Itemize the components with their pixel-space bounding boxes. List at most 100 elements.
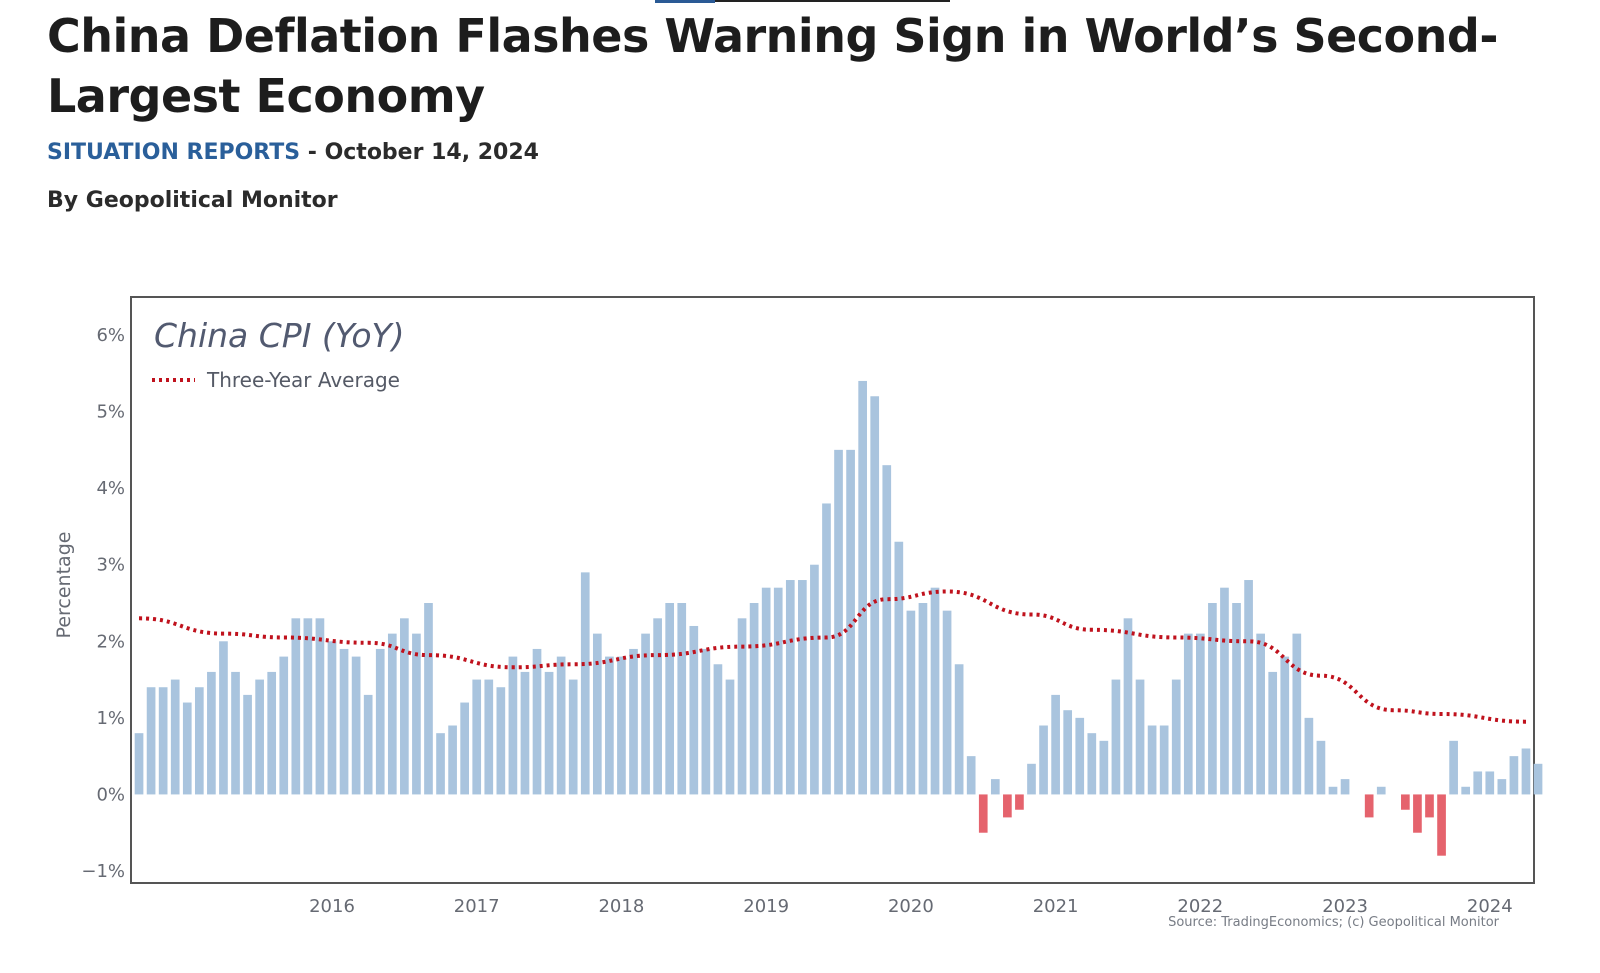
cpi-bar <box>677 603 687 795</box>
cpi-bar <box>1280 656 1290 795</box>
cpi-bar <box>327 641 337 795</box>
cpi-bar <box>496 687 506 795</box>
cpi-bar <box>1183 633 1193 795</box>
cpi-bar <box>424 603 433 795</box>
article-byline: By Geopolitical Monitor <box>47 188 338 213</box>
cpi-bar <box>954 664 964 795</box>
x-tick-label: 2021 <box>1033 896 1079 917</box>
y-tick-label: 5% <box>96 402 125 423</box>
cpi-bar <box>822 503 831 795</box>
cpi-bar <box>1485 771 1495 795</box>
cpi-bar <box>1425 794 1434 818</box>
cpi-bar <box>1437 794 1446 856</box>
cpi-bar <box>1364 794 1374 818</box>
cpi-bar <box>170 679 180 795</box>
article-headline: China Deflation Flashes Warning Sign in … <box>47 9 1498 123</box>
cpi-bar <box>1099 740 1109 795</box>
bars-group <box>134 380 1543 856</box>
y-tick-label: 0% <box>96 784 125 805</box>
cpi-bar <box>375 648 385 795</box>
cpi-bar <box>810 564 819 795</box>
cpi-bar <box>1003 794 1012 818</box>
cpi-bar <box>653 618 662 795</box>
cpi-bar <box>1135 679 1145 795</box>
cpi-bar <box>231 671 240 795</box>
cpi-bar <box>1449 740 1458 795</box>
y-axis-ticks: −1% 0% 1% 2% 3% 4% 5% 6% <box>81 325 125 882</box>
cpi-bar <box>978 794 988 833</box>
cpi-bar <box>858 380 867 795</box>
cpi-bar <box>472 679 482 795</box>
chart-title: China CPI (YoY) <box>154 316 405 355</box>
cpi-bar <box>1232 603 1241 795</box>
y-tick-label: 6% <box>96 325 125 346</box>
y-tick-label: 2% <box>96 631 125 652</box>
cpi-bar <box>1256 633 1265 795</box>
cpi-bar <box>930 587 940 795</box>
cpi-chart: −1%0%1%2%3%4%5%6% 2016 2017 2018 2019 2020 20… <box>53 296 1543 930</box>
cpi-bar <box>1304 717 1314 795</box>
x-tick-label: 2017 <box>454 896 500 917</box>
cpi-bar <box>882 465 892 795</box>
x-tick-label: 2023 <box>1322 896 1368 917</box>
cpi-bar <box>1473 771 1483 795</box>
cpi-bar <box>1015 794 1024 810</box>
cpi-bar <box>146 687 156 795</box>
chart-source: Source: TradingEconomics; (c) Geopolitic… <box>1168 915 1500 930</box>
cpi-bar <box>1268 671 1278 795</box>
cpi-bar <box>544 671 554 795</box>
cpi-bar <box>303 618 313 795</box>
meta-separator: - <box>300 140 325 165</box>
cpi-bar <box>291 618 301 795</box>
cpi-bar <box>1292 633 1302 795</box>
cpi-bar <box>568 679 578 795</box>
x-axis-ticks: 2016 2017 2018 2019 2020 2021 2022 2023 2024 <box>309 896 1513 917</box>
cpi-bar <box>1063 710 1073 795</box>
cpi-bar <box>785 580 795 795</box>
x-tick-label: 2019 <box>743 896 789 917</box>
cpi-bar <box>629 648 638 795</box>
cpi-bar <box>484 679 494 795</box>
cpi-bar <box>279 656 289 795</box>
cpi-bar <box>182 702 192 795</box>
cpi-bar <box>1316 740 1326 795</box>
x-tick-label: 2016 <box>309 896 355 917</box>
cpi-bar <box>460 702 469 795</box>
x-tick-label: 2020 <box>888 896 934 917</box>
cpi-bar <box>1039 725 1048 795</box>
cpi-bar <box>798 580 807 795</box>
cpi-bar <box>870 396 880 795</box>
cpi-bar <box>1497 779 1507 795</box>
cpi-bar <box>520 671 530 795</box>
y-tick-label: 3% <box>96 555 125 576</box>
top-rule-accent <box>655 0 715 3</box>
cpi-bar <box>773 587 783 795</box>
cpi-bar <box>412 633 421 795</box>
cpi-bar <box>906 610 916 795</box>
cpi-bar <box>1171 679 1181 795</box>
y-axis-label: Percentage <box>53 532 75 639</box>
cpi-bar <box>1244 580 1253 795</box>
top-rule <box>655 0 950 2</box>
cpi-bar <box>966 756 976 795</box>
cpi-bar <box>1111 679 1121 795</box>
cpi-bar <box>255 679 264 795</box>
cpi-bar <box>1159 725 1169 795</box>
cpi-bar <box>592 633 602 795</box>
cpi-bar <box>1521 748 1531 795</box>
cpi-bar <box>387 633 397 795</box>
cpi-bar <box>749 603 759 795</box>
cpi-bar <box>641 633 650 795</box>
cpi-bar <box>1051 694 1060 795</box>
section-link[interactable]: SITUATION REPORTS <box>47 140 301 165</box>
cpi-bar <box>1533 763 1543 795</box>
cpi-bar <box>1328 786 1338 795</box>
cpi-bar <box>243 694 252 795</box>
cpi-bar <box>1087 733 1097 795</box>
three-year-average-line-group <box>138 589 1527 724</box>
article-meta: SITUATION REPORTS - October 14, 2024 <box>47 140 539 165</box>
article-date: October 14, 2024 <box>324 140 539 165</box>
cpi-bar <box>942 610 952 795</box>
cpi-bar <box>436 733 445 795</box>
cpi-bar <box>761 587 771 795</box>
